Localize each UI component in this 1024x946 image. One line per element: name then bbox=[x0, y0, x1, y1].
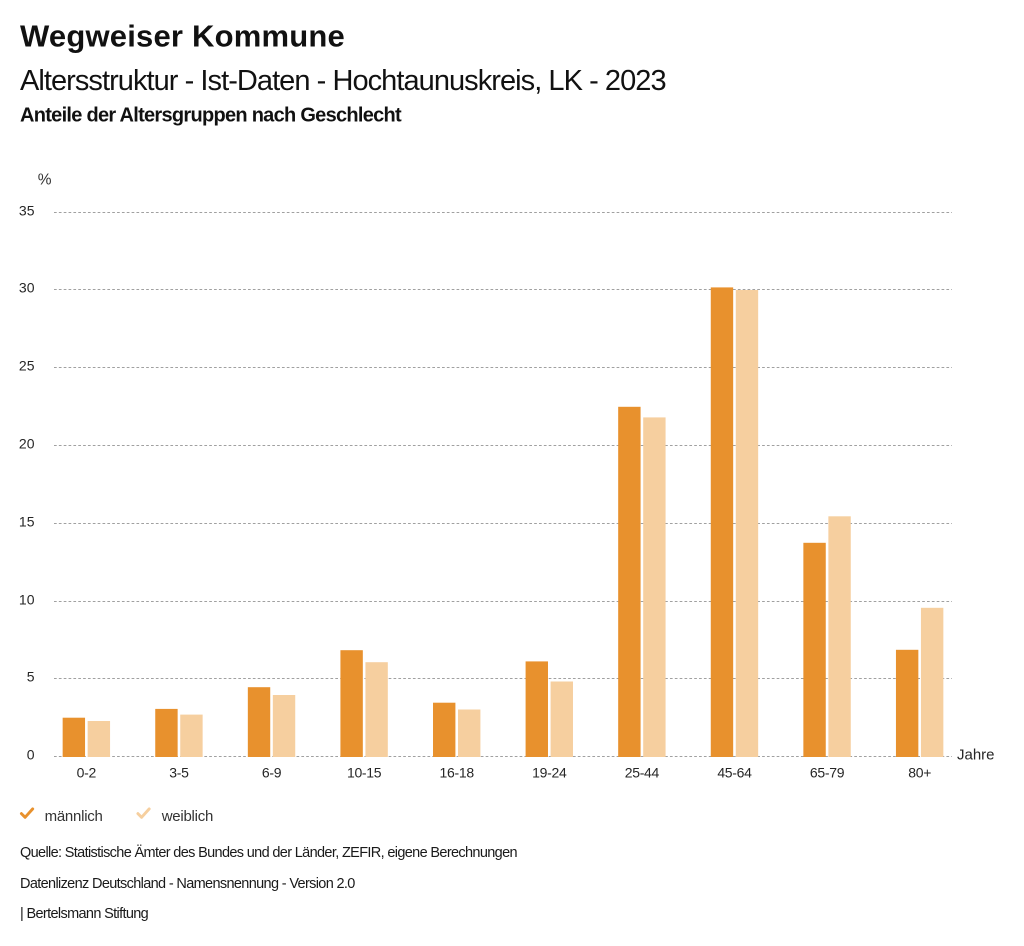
svg-text:45-64: 45-64 bbox=[717, 764, 752, 780]
svg-text:80+: 80+ bbox=[908, 764, 931, 780]
svg-text:6-9: 6-9 bbox=[262, 764, 282, 780]
svg-text:Wegweiser Kommune: Wegweiser Kommune bbox=[20, 19, 345, 54]
svg-text:Quelle: Statistische Ämter des: Quelle: Statistische Ämter des Bundes un… bbox=[20, 844, 517, 861]
svg-text:5: 5 bbox=[27, 669, 35, 685]
svg-text:35: 35 bbox=[19, 203, 35, 219]
svg-text:%: % bbox=[38, 171, 52, 188]
svg-text:3-5: 3-5 bbox=[169, 764, 189, 780]
svg-text:10: 10 bbox=[19, 592, 35, 608]
svg-text:weiblich: weiblich bbox=[161, 808, 213, 825]
svg-text:0: 0 bbox=[27, 747, 35, 763]
svg-text:20: 20 bbox=[19, 436, 35, 452]
svg-text:Datenlizenz Deutschland - Name: Datenlizenz Deutschland - Namensnennung … bbox=[20, 876, 355, 892]
svg-text:Anteile der Altersgruppen nach: Anteile der Altersgruppen nach Geschlech… bbox=[20, 104, 402, 126]
svg-text:65-79: 65-79 bbox=[810, 764, 845, 780]
svg-text:männlich: männlich bbox=[45, 808, 103, 825]
svg-text:15: 15 bbox=[19, 514, 35, 530]
svg-text:30: 30 bbox=[19, 280, 35, 296]
svg-text:25: 25 bbox=[19, 358, 35, 374]
svg-text:19-24: 19-24 bbox=[532, 764, 567, 780]
svg-text:10-15: 10-15 bbox=[347, 764, 382, 780]
svg-text:0-2: 0-2 bbox=[77, 764, 97, 780]
svg-text:| Bertelsmann Stiftung: | Bertelsmann Stiftung bbox=[20, 906, 149, 922]
svg-text:Altersstruktur - Ist-Daten - H: Altersstruktur - Ist-Daten - Hochtaunusk… bbox=[20, 65, 666, 97]
svg-text:25-44: 25-44 bbox=[625, 764, 660, 780]
svg-text:Jahre: Jahre bbox=[957, 747, 995, 764]
svg-text:16-18: 16-18 bbox=[440, 764, 475, 780]
